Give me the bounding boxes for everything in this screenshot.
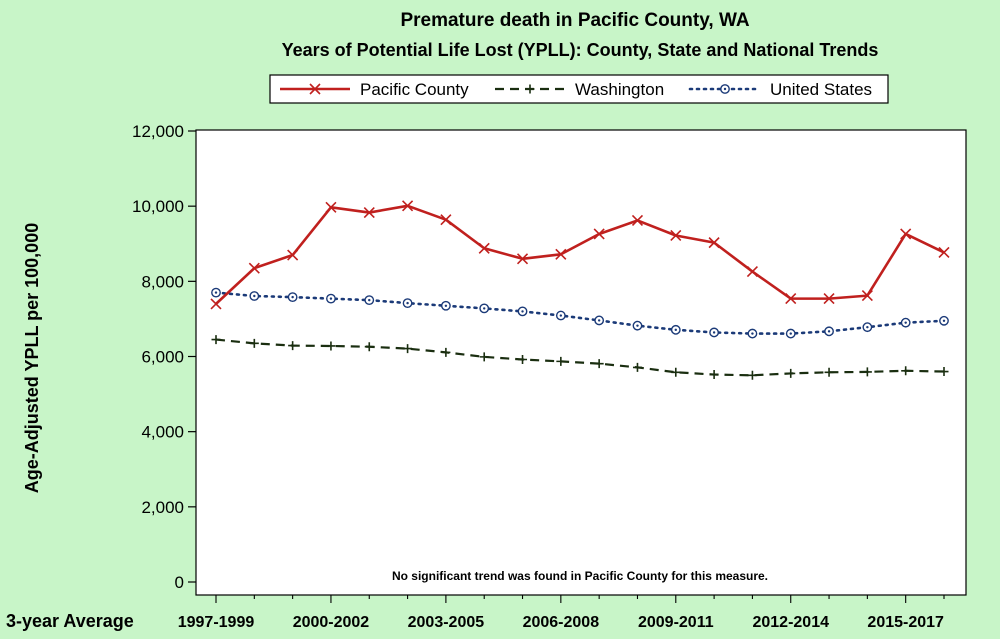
data-point-center xyxy=(723,87,727,91)
data-point-center xyxy=(597,319,601,322)
data-point xyxy=(210,298,222,310)
data-point-center xyxy=(636,324,639,327)
data-point-center xyxy=(712,331,716,334)
data-point xyxy=(479,352,489,362)
data-point-center xyxy=(368,298,371,302)
data-point xyxy=(211,335,221,345)
data-point xyxy=(325,201,337,213)
data-point xyxy=(440,214,452,226)
x-axis-title: 3-year Average xyxy=(6,611,134,631)
data-point xyxy=(746,265,758,278)
data-point-center xyxy=(253,294,256,298)
x-tick-label: 2009-2011 xyxy=(638,614,714,631)
y-axis-title: Age-Adjusted YPLL per 100,000 xyxy=(22,223,42,493)
data-point xyxy=(823,293,835,305)
x-tick-label: 2015-2017 xyxy=(867,614,944,631)
data-point-center xyxy=(329,297,333,300)
data-point xyxy=(593,228,605,240)
data-point xyxy=(288,341,298,351)
data-point-center xyxy=(904,321,907,324)
data-point xyxy=(900,228,912,240)
data-point xyxy=(631,214,644,227)
y-tick-label: 4,000 xyxy=(141,423,184,442)
data-point-center xyxy=(444,304,448,307)
data-point-center xyxy=(483,307,486,310)
data-point xyxy=(326,341,336,351)
data-point xyxy=(632,362,642,372)
y-tick-label: 12,000 xyxy=(132,122,184,141)
data-point xyxy=(518,355,528,365)
y-tick-label: 8,000 xyxy=(141,272,184,291)
data-point xyxy=(555,248,567,260)
chart-title: Premature death in Pacific County, WA xyxy=(400,10,749,31)
x-tick-label: 2003-2005 xyxy=(408,614,485,631)
x-axis: 1997-1999 2000-2002 2003-2005 2006-2008 2009… xyxy=(178,595,945,631)
x-tick-label: 2006-2008 xyxy=(523,614,600,631)
data-point xyxy=(441,347,451,357)
data-point xyxy=(364,342,374,352)
data-point-center xyxy=(291,295,294,299)
series-layer xyxy=(210,200,950,380)
data-point xyxy=(556,356,566,366)
data-point-center xyxy=(942,319,946,322)
data-point xyxy=(402,200,414,212)
data-point xyxy=(516,253,529,265)
y-tick-label: 0 xyxy=(175,573,184,592)
data-point xyxy=(525,84,535,94)
legend-box xyxy=(269,74,889,104)
series-united-states xyxy=(211,287,949,339)
data-point xyxy=(824,367,834,377)
chart-subtitle: Years of Potential Life Lost (YPLL): Cou… xyxy=(282,40,879,60)
data-point xyxy=(363,206,375,219)
data-point xyxy=(403,344,413,354)
data-point xyxy=(861,290,873,302)
data-point xyxy=(708,237,720,249)
data-point xyxy=(309,83,321,95)
data-point-center xyxy=(827,330,831,333)
data-point-center xyxy=(674,328,677,332)
series-pacific-county xyxy=(210,200,950,310)
y-tick-label: 6,000 xyxy=(141,348,184,367)
y-tick-label: 2,000 xyxy=(141,498,184,517)
data-point xyxy=(862,367,872,377)
y-tick-label: 10,000 xyxy=(132,197,184,216)
data-point xyxy=(478,242,490,254)
legend-label: Pacific County xyxy=(360,80,469,99)
data-point xyxy=(249,338,259,348)
series-washington xyxy=(211,335,949,380)
legend-label: United States xyxy=(770,80,872,99)
data-point-center xyxy=(214,291,218,294)
data-point xyxy=(785,293,797,305)
data-point xyxy=(786,368,796,378)
legend: Pacific County Washington United States xyxy=(269,74,889,104)
data-point-center xyxy=(521,310,524,313)
x-tick-label: 2000-2002 xyxy=(293,614,370,631)
data-point xyxy=(248,262,260,274)
legend-label: Washington xyxy=(575,80,664,99)
data-point-center xyxy=(559,314,563,317)
data-point-center xyxy=(866,325,869,329)
data-point xyxy=(594,359,604,369)
data-point xyxy=(939,367,949,377)
data-point xyxy=(901,366,911,376)
data-point xyxy=(747,370,757,380)
series-line xyxy=(215,204,945,305)
data-point xyxy=(670,229,682,242)
series-line xyxy=(214,291,946,335)
data-point xyxy=(938,246,950,258)
data-point-center xyxy=(406,301,409,305)
y-axis: 0 2,000 4,000 6,000 8,000 10,000 12,000 xyxy=(132,122,196,592)
series-line xyxy=(215,338,945,377)
data-point xyxy=(671,367,681,377)
trend-annotation: No significant trend was found in Pacifi… xyxy=(392,569,768,583)
data-point xyxy=(287,249,299,261)
data-point xyxy=(709,370,719,380)
data-point-center xyxy=(789,332,792,335)
data-point-center xyxy=(751,332,754,335)
x-tick-label: 2012-2014 xyxy=(752,614,829,631)
x-tick-label: 1997-1999 xyxy=(178,614,255,631)
